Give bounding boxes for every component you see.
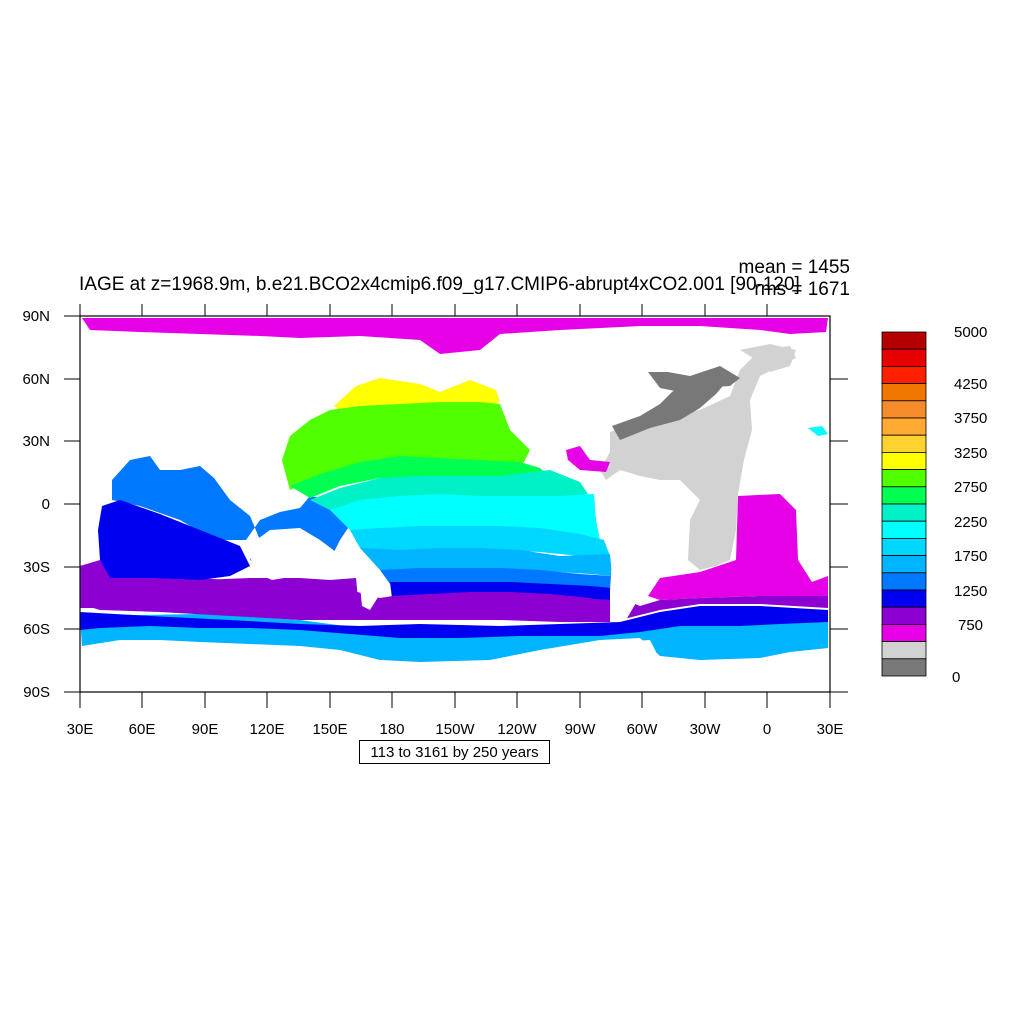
colorbar-swatch	[881, 383, 927, 402]
arctic-gray-patch	[740, 344, 796, 372]
colorbar-swatch	[881, 417, 927, 436]
caribbean-magenta	[566, 446, 610, 472]
colorbar-swatch	[881, 606, 927, 625]
y-tick-label: 60N	[22, 371, 50, 388]
colorbar-swatch	[881, 572, 927, 591]
x-tick-label: 90E	[192, 721, 219, 738]
x-tick-label: 60W	[627, 721, 659, 738]
rms-stat: rms = 1671	[754, 279, 850, 300]
colorbar-label: 3250	[954, 445, 987, 462]
colorbar-swatch	[881, 469, 927, 488]
y-tick-label: 30S	[23, 559, 50, 576]
y-tick-label: 0	[42, 496, 50, 513]
labrador-dark	[648, 366, 740, 392]
mean-stat: mean = 1455	[738, 257, 850, 278]
colorbar-swatch	[881, 589, 927, 608]
x-tick-labels: 30E 60E 90E 120E 150E 180 150W 120W 90W …	[67, 721, 844, 738]
southern-blue-band	[80, 606, 828, 638]
colorbar-swatch	[881, 641, 927, 660]
plot-title: IAGE at z=1968.9m, b.e21.BCO2x4cmip6.f09…	[79, 274, 800, 295]
colorbar-label: 5000	[954, 324, 987, 341]
x-tick-label: 120W	[497, 721, 537, 738]
colorbar-label: 1750	[954, 548, 987, 565]
colorbar-swatch	[881, 400, 927, 419]
x-tick-label: 60E	[129, 721, 156, 738]
x-ticks	[79, 304, 831, 708]
colorbar-swatch	[881, 624, 927, 643]
colorbar-swatch	[881, 434, 927, 453]
nz-land	[360, 580, 380, 610]
indian-ocean-blue	[98, 500, 250, 580]
pacific-light-sky	[350, 526, 610, 556]
colorbar-swatch	[881, 658, 927, 677]
colorbar-swatch	[881, 348, 927, 367]
south-atlantic-magenta	[648, 494, 828, 600]
colorbar-swatch	[881, 451, 927, 470]
indian-ocean-purple	[80, 560, 360, 620]
colorbar-swatch	[881, 365, 927, 384]
x-tick-label: 90W	[565, 721, 597, 738]
colorbar	[881, 331, 927, 677]
australia-land	[248, 528, 340, 580]
pacific-purple	[392, 592, 614, 622]
colorbar-swatch	[881, 538, 927, 557]
x-tick-label: 150W	[435, 721, 475, 738]
y-tick-label: 90S	[23, 684, 50, 701]
y-tick-labels: 90N 60N 30N 0 30S 60S 90S	[22, 308, 50, 701]
north-atlantic-dark	[612, 372, 728, 440]
east-atlantic-cyan	[808, 426, 828, 436]
colorbar-label: 0	[952, 669, 960, 686]
arctic-ocean-region	[82, 318, 828, 354]
map-fill	[80, 316, 830, 692]
colorbar-swatch	[881, 503, 927, 522]
colorbar-swatch	[881, 486, 927, 505]
north-atlantic-gray	[600, 346, 796, 570]
x-tick-label: 150E	[312, 721, 347, 738]
colorbar-label: 4250	[954, 376, 987, 393]
colorbar-labels: 5000 4250 3750 3250 2750 2250 1750 1250 …	[952, 324, 987, 686]
x-tick-label: 180	[379, 721, 404, 738]
contour-info-box: 113 to 3161 by 250 years	[359, 740, 550, 764]
y-ticks	[64, 315, 848, 693]
colorbar-label: 2250	[954, 514, 987, 531]
y-tick-label: 60S	[23, 621, 50, 638]
x-tick-label: 30E	[817, 721, 844, 738]
antarctica-land	[82, 640, 828, 692]
x-tick-label: 30E	[67, 721, 94, 738]
colorbar-swatch	[881, 555, 927, 574]
y-tick-label: 90N	[22, 308, 50, 325]
colorbar-swatch	[881, 520, 927, 539]
south-america-land	[596, 488, 690, 622]
colorbar-label: 1250	[954, 583, 987, 600]
x-tick-label: 30W	[690, 721, 722, 738]
colorbar-label: 2750	[954, 479, 987, 496]
x-tick-label: 0	[763, 721, 771, 738]
x-tick-label: 120E	[249, 721, 284, 738]
colorbar-label: 750	[958, 617, 983, 634]
colorbar-swatch	[881, 331, 927, 350]
colorbar-label: 3750	[954, 410, 987, 427]
y-tick-label: 30N	[22, 433, 50, 450]
